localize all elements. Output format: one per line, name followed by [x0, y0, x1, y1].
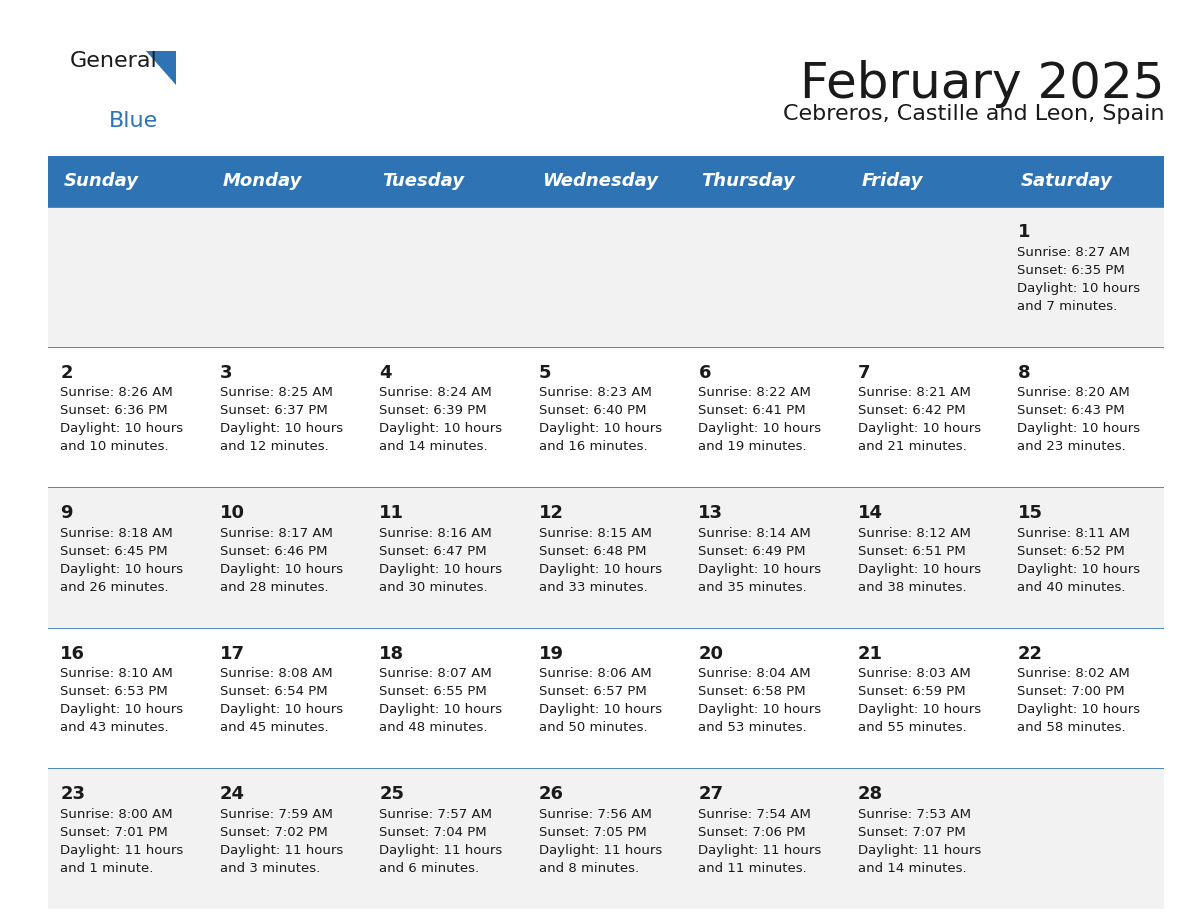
- Text: Sunrise: 8:18 AM
Sunset: 6:45 PM
Daylight: 10 hours
and 26 minutes.: Sunrise: 8:18 AM Sunset: 6:45 PM Dayligh…: [61, 527, 183, 594]
- Text: 28: 28: [858, 785, 883, 803]
- Text: Sunrise: 7:56 AM
Sunset: 7:05 PM
Daylight: 11 hours
and 8 minutes.: Sunrise: 7:56 AM Sunset: 7:05 PM Dayligh…: [539, 808, 662, 875]
- Text: 15: 15: [1017, 504, 1043, 522]
- Text: Sunrise: 8:10 AM
Sunset: 6:53 PM
Daylight: 10 hours
and 43 minutes.: Sunrise: 8:10 AM Sunset: 6:53 PM Dayligh…: [61, 667, 183, 734]
- Text: 20: 20: [699, 644, 723, 663]
- Text: 6: 6: [699, 364, 710, 382]
- Text: Sunrise: 7:59 AM
Sunset: 7:02 PM
Daylight: 11 hours
and 3 minutes.: Sunrise: 7:59 AM Sunset: 7:02 PM Dayligh…: [220, 808, 343, 875]
- Text: Sunrise: 7:54 AM
Sunset: 7:06 PM
Daylight: 11 hours
and 11 minutes.: Sunrise: 7:54 AM Sunset: 7:06 PM Dayligh…: [699, 808, 822, 875]
- Text: Cebreros, Castille and Leon, Spain: Cebreros, Castille and Leon, Spain: [783, 104, 1164, 124]
- Text: Sunrise: 8:24 AM
Sunset: 6:39 PM
Daylight: 10 hours
and 14 minutes.: Sunrise: 8:24 AM Sunset: 6:39 PM Dayligh…: [379, 386, 503, 453]
- Text: 10: 10: [220, 504, 245, 522]
- Text: 19: 19: [539, 644, 564, 663]
- Text: Sunrise: 8:11 AM
Sunset: 6:52 PM
Daylight: 10 hours
and 40 minutes.: Sunrise: 8:11 AM Sunset: 6:52 PM Dayligh…: [1017, 527, 1140, 594]
- Text: 25: 25: [379, 785, 404, 803]
- Text: Sunrise: 8:07 AM
Sunset: 6:55 PM
Daylight: 10 hours
and 48 minutes.: Sunrise: 8:07 AM Sunset: 6:55 PM Dayligh…: [379, 667, 503, 734]
- Text: Sunrise: 8:06 AM
Sunset: 6:57 PM
Daylight: 10 hours
and 50 minutes.: Sunrise: 8:06 AM Sunset: 6:57 PM Dayligh…: [539, 667, 662, 734]
- Text: 22: 22: [1017, 644, 1043, 663]
- Text: Sunrise: 8:03 AM
Sunset: 6:59 PM
Daylight: 10 hours
and 55 minutes.: Sunrise: 8:03 AM Sunset: 6:59 PM Dayligh…: [858, 667, 981, 734]
- Text: Friday: Friday: [861, 173, 923, 190]
- Text: 9: 9: [61, 504, 72, 522]
- Text: Sunrise: 8:27 AM
Sunset: 6:35 PM
Daylight: 10 hours
and 7 minutes.: Sunrise: 8:27 AM Sunset: 6:35 PM Dayligh…: [1017, 246, 1140, 313]
- Text: 24: 24: [220, 785, 245, 803]
- Text: Sunrise: 8:26 AM
Sunset: 6:36 PM
Daylight: 10 hours
and 10 minutes.: Sunrise: 8:26 AM Sunset: 6:36 PM Dayligh…: [61, 386, 183, 453]
- Text: 11: 11: [379, 504, 404, 522]
- Polygon shape: [146, 50, 176, 85]
- Text: Blue: Blue: [109, 111, 158, 131]
- Text: 13: 13: [699, 504, 723, 522]
- Text: 14: 14: [858, 504, 883, 522]
- Text: Sunrise: 8:02 AM
Sunset: 7:00 PM
Daylight: 10 hours
and 58 minutes.: Sunrise: 8:02 AM Sunset: 7:00 PM Dayligh…: [1017, 667, 1140, 734]
- Text: Monday: Monday: [223, 173, 303, 190]
- Text: Thursday: Thursday: [702, 173, 796, 190]
- Text: 5: 5: [539, 364, 551, 382]
- Text: Sunrise: 7:57 AM
Sunset: 7:04 PM
Daylight: 11 hours
and 6 minutes.: Sunrise: 7:57 AM Sunset: 7:04 PM Dayligh…: [379, 808, 503, 875]
- Text: 4: 4: [379, 364, 392, 382]
- Text: 27: 27: [699, 785, 723, 803]
- Text: 7: 7: [858, 364, 871, 382]
- Text: Sunday: Sunday: [63, 173, 139, 190]
- Text: 26: 26: [539, 785, 564, 803]
- Text: Wednesday: Wednesday: [542, 173, 658, 190]
- Text: 16: 16: [61, 644, 86, 663]
- Text: Tuesday: Tuesday: [383, 173, 465, 190]
- Text: Sunrise: 8:08 AM
Sunset: 6:54 PM
Daylight: 10 hours
and 45 minutes.: Sunrise: 8:08 AM Sunset: 6:54 PM Dayligh…: [220, 667, 343, 734]
- Text: Sunrise: 8:17 AM
Sunset: 6:46 PM
Daylight: 10 hours
and 28 minutes.: Sunrise: 8:17 AM Sunset: 6:46 PM Dayligh…: [220, 527, 343, 594]
- Text: 1: 1: [1017, 223, 1030, 241]
- Text: February 2025: February 2025: [800, 60, 1164, 107]
- Text: Saturday: Saturday: [1020, 173, 1112, 190]
- Text: Sunrise: 8:21 AM
Sunset: 6:42 PM
Daylight: 10 hours
and 21 minutes.: Sunrise: 8:21 AM Sunset: 6:42 PM Dayligh…: [858, 386, 981, 453]
- Text: Sunrise: 8:22 AM
Sunset: 6:41 PM
Daylight: 10 hours
and 19 minutes.: Sunrise: 8:22 AM Sunset: 6:41 PM Dayligh…: [699, 386, 822, 453]
- Text: 2: 2: [61, 364, 72, 382]
- Text: Sunrise: 8:04 AM
Sunset: 6:58 PM
Daylight: 10 hours
and 53 minutes.: Sunrise: 8:04 AM Sunset: 6:58 PM Dayligh…: [699, 667, 822, 734]
- Text: General: General: [70, 50, 158, 71]
- Text: Sunrise: 8:14 AM
Sunset: 6:49 PM
Daylight: 10 hours
and 35 minutes.: Sunrise: 8:14 AM Sunset: 6:49 PM Dayligh…: [699, 527, 822, 594]
- Text: Sunrise: 8:25 AM
Sunset: 6:37 PM
Daylight: 10 hours
and 12 minutes.: Sunrise: 8:25 AM Sunset: 6:37 PM Dayligh…: [220, 386, 343, 453]
- Text: 18: 18: [379, 644, 404, 663]
- Text: 23: 23: [61, 785, 86, 803]
- Text: 21: 21: [858, 644, 883, 663]
- Text: Sunrise: 8:23 AM
Sunset: 6:40 PM
Daylight: 10 hours
and 16 minutes.: Sunrise: 8:23 AM Sunset: 6:40 PM Dayligh…: [539, 386, 662, 453]
- Text: 3: 3: [220, 364, 233, 382]
- Text: Sunrise: 8:12 AM
Sunset: 6:51 PM
Daylight: 10 hours
and 38 minutes.: Sunrise: 8:12 AM Sunset: 6:51 PM Dayligh…: [858, 527, 981, 594]
- Text: 8: 8: [1017, 364, 1030, 382]
- Text: Sunrise: 8:15 AM
Sunset: 6:48 PM
Daylight: 10 hours
and 33 minutes.: Sunrise: 8:15 AM Sunset: 6:48 PM Dayligh…: [539, 527, 662, 594]
- Text: Sunrise: 8:20 AM
Sunset: 6:43 PM
Daylight: 10 hours
and 23 minutes.: Sunrise: 8:20 AM Sunset: 6:43 PM Dayligh…: [1017, 386, 1140, 453]
- Text: 17: 17: [220, 644, 245, 663]
- Text: 12: 12: [539, 504, 564, 522]
- Text: Sunrise: 8:16 AM
Sunset: 6:47 PM
Daylight: 10 hours
and 30 minutes.: Sunrise: 8:16 AM Sunset: 6:47 PM Dayligh…: [379, 527, 503, 594]
- Text: Sunrise: 7:53 AM
Sunset: 7:07 PM
Daylight: 11 hours
and 14 minutes.: Sunrise: 7:53 AM Sunset: 7:07 PM Dayligh…: [858, 808, 981, 875]
- Text: Sunrise: 8:00 AM
Sunset: 7:01 PM
Daylight: 11 hours
and 1 minute.: Sunrise: 8:00 AM Sunset: 7:01 PM Dayligh…: [61, 808, 183, 875]
